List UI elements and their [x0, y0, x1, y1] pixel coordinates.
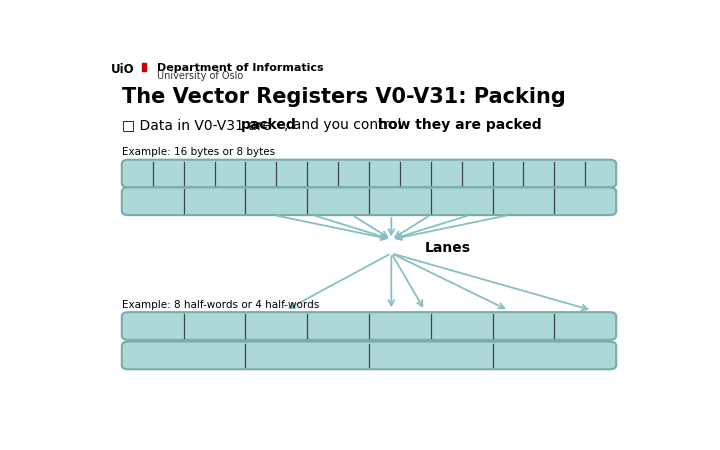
FancyBboxPatch shape — [122, 160, 616, 187]
Text: Example: 16 bytes or 8 bytes: Example: 16 bytes or 8 bytes — [122, 147, 275, 157]
Text: packed: packed — [240, 118, 297, 132]
Text: University of Oslo: University of Oslo — [157, 71, 243, 81]
FancyBboxPatch shape — [122, 342, 616, 369]
Text: , and you control: , and you control — [284, 118, 405, 132]
Text: The Vector Registers V0-V31: Packing: The Vector Registers V0-V31: Packing — [122, 87, 565, 107]
Text: UiO: UiO — [111, 63, 135, 76]
Text: Department of Informatics: Department of Informatics — [157, 63, 323, 72]
FancyBboxPatch shape — [122, 312, 616, 340]
Text: □ Data in V0-V31 are: □ Data in V0-V31 are — [122, 118, 275, 132]
Text: how they are packed: how they are packed — [378, 118, 542, 132]
Text: Lanes: Lanes — [425, 241, 471, 255]
FancyBboxPatch shape — [122, 187, 616, 215]
Text: Example: 8 half-words or 4 half-words: Example: 8 half-words or 4 half-words — [122, 301, 319, 310]
